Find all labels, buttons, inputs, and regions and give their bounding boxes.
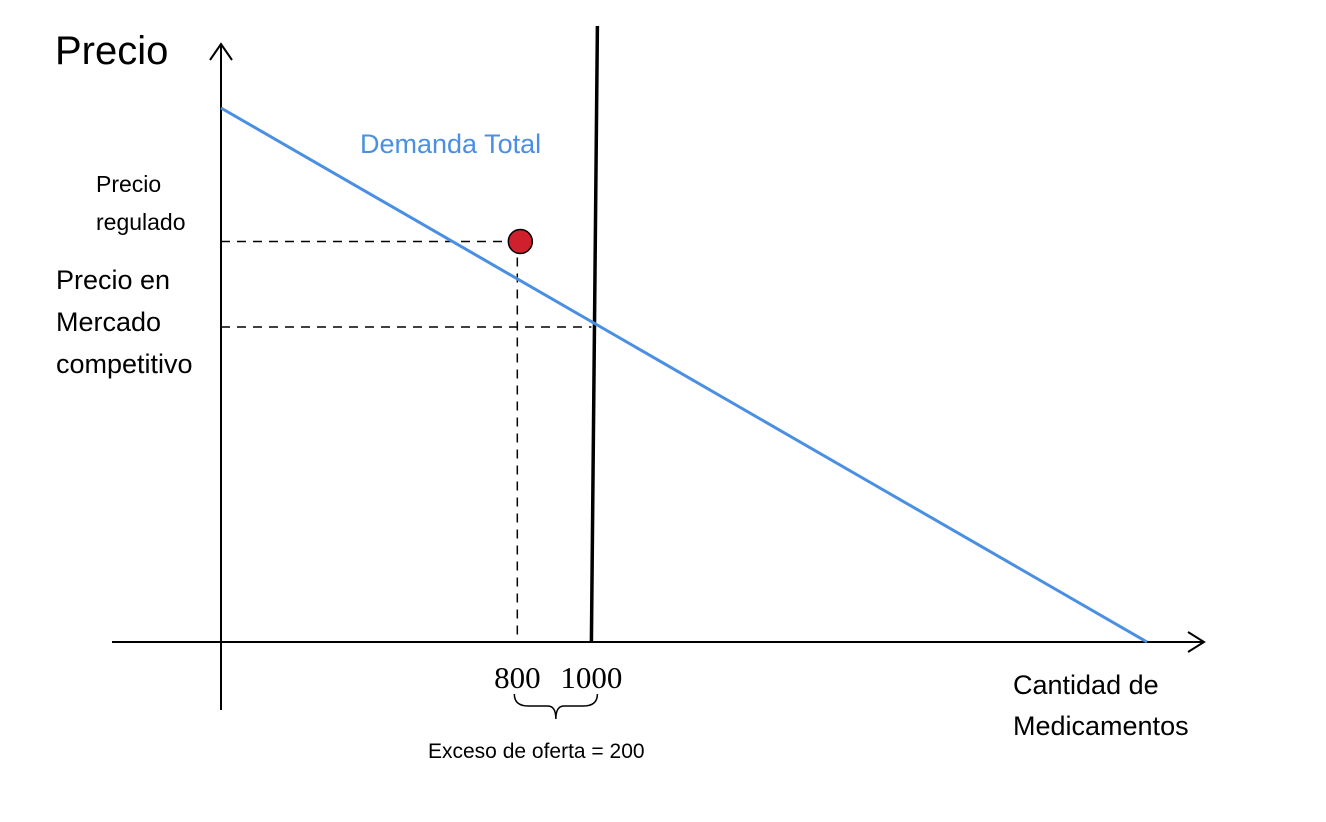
regulated-price-point [508, 230, 532, 254]
regulated-price-label-line-1: Precio [96, 171, 161, 197]
demand-series-label: Demanda Total [360, 129, 541, 159]
supply-line [591, 26, 597, 642]
competitive-price-label-line-3: competitivo [56, 349, 193, 379]
x-axis-title-line-2: Medicamentos [1013, 711, 1189, 741]
regulated-price-label-line-2: regulado [96, 209, 186, 235]
excess-supply-brace [514, 694, 597, 719]
competitive-price-label-line-2: Mercado [56, 307, 161, 337]
excess-supply-annotation: Exceso de oferta = 200 [428, 740, 645, 763]
x-axis-title-line-1: Cantidad de [1013, 670, 1159, 700]
competitive-price-label-line-1: Precio en [56, 265, 170, 295]
y-axis-title: Precio [55, 29, 168, 73]
demand-total-line [221, 108, 1147, 642]
x-tick-label: 1000 [560, 660, 622, 695]
x-tick-label: 800 [494, 660, 541, 695]
